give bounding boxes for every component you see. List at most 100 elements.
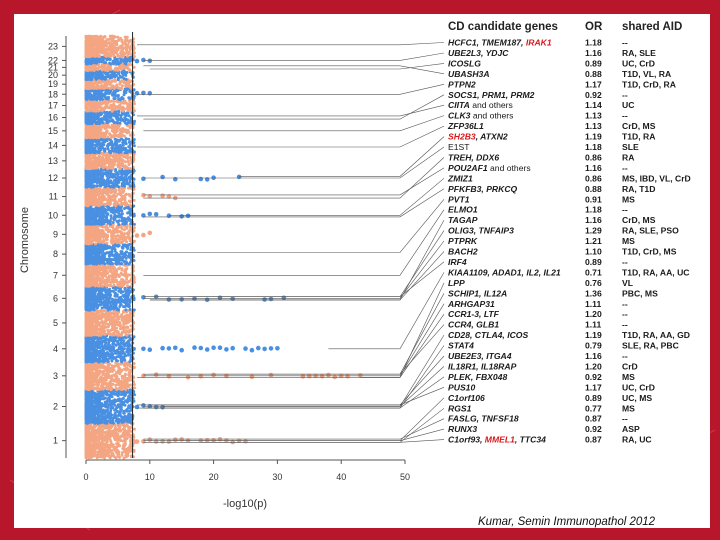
snp-point [105,296,108,300]
snp-point [95,402,99,406]
snp-point [127,303,131,307]
snp-point [89,270,93,274]
snp-point [114,449,118,453]
snp-point [87,272,91,276]
snp-point [117,244,121,248]
snp-point [109,283,112,287]
snp-point [91,324,95,327]
snp-point [91,451,95,455]
snp-point [90,327,94,331]
snp-point [99,309,103,312]
snp-point [111,378,115,382]
snp-point [97,278,101,282]
snp-point [97,424,101,428]
snp-point [104,453,108,457]
snp-point [118,371,122,375]
snp-point [91,404,94,408]
snp-point [94,357,98,361]
snp-point [123,442,127,446]
snp-point [123,440,127,443]
snp-point [118,354,122,358]
snp-point [122,347,126,351]
snp-point [85,364,89,368]
snp-point [113,351,117,355]
snp-point [105,284,109,288]
snp-point [118,369,121,373]
snp-point [89,333,93,337]
snp-point [100,370,104,374]
snp-point [94,365,98,369]
snp-point [92,428,96,432]
snp-point [119,341,123,345]
snp-point [121,433,125,436]
snp-point [110,401,114,405]
snp-point [92,431,96,435]
snp-point [125,432,129,436]
snp-point [87,341,91,345]
snp-point [120,416,124,419]
snp-point [90,288,94,292]
snp-point [96,374,99,378]
snp-point [122,456,126,460]
snp-point [112,357,116,360]
snp-point [129,383,132,387]
snp-point [106,419,110,423]
snp-point [107,368,111,372]
snp-point [102,330,106,334]
snp-point [103,415,106,419]
snp-point [122,235,126,239]
snp-point [84,454,88,458]
snp-point [132,449,136,453]
snp-point [85,439,88,443]
snp-point [106,260,110,264]
snp-point [88,369,92,372]
snp-point [96,393,100,397]
snp-point [112,266,116,270]
snp-point [85,443,88,447]
snp-point [113,392,117,396]
snp-point [113,298,117,302]
snp-point [111,345,115,349]
snp-point [113,292,117,295]
snp-point [113,337,117,341]
snp-point [119,351,122,354]
snp-point [105,405,109,409]
snp-point [102,269,106,273]
snp-point [102,435,106,439]
snp-point [88,350,92,354]
snp-point [125,380,129,384]
snp-point [117,273,121,277]
snp-point [105,351,109,355]
snp-point [94,242,97,246]
snp-point [84,396,88,400]
snp-point [112,454,115,457]
snp-point [120,418,124,422]
snp-point [85,352,89,356]
snp-point [88,446,91,449]
snp-point [128,298,131,302]
snp-point [94,397,98,400]
snp-point [121,294,125,297]
snp-point [128,419,132,423]
snp-point [101,295,105,299]
snp-point [99,251,103,255]
snp-point [132,441,136,445]
snp-point [101,347,105,351]
snp-point [91,445,95,448]
snp-point [132,383,136,386]
snp-point [85,421,89,425]
snp-point [109,304,113,308]
snp-point [114,386,118,390]
snp-point [86,450,90,454]
snp-point [129,429,133,433]
snp-point [96,337,100,341]
snp-point [119,338,123,342]
snp-point [107,347,111,351]
snp-point [88,295,91,299]
snp-point [108,450,112,454]
snp-point [110,351,114,355]
snp-point [111,434,115,437]
snp-point [92,359,96,363]
snp-point [102,266,106,269]
snp-point [84,261,88,264]
